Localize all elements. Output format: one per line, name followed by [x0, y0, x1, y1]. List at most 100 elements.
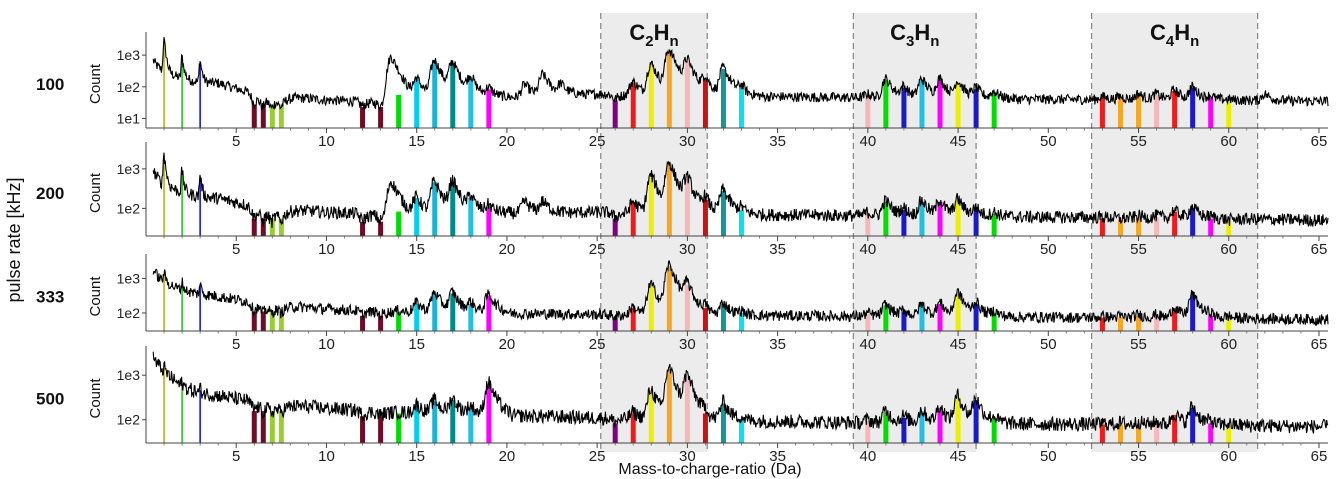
peak-bar-200-6 [251, 218, 257, 236]
x-tick-label: 45 [950, 448, 967, 465]
peak-bar-200-32 [720, 190, 726, 236]
peak-bar-500-12 [360, 416, 366, 443]
peak-bar-500-1 [163, 369, 165, 443]
x-tick-label: 5 [232, 448, 240, 465]
peak-bar-100-56 [1154, 94, 1160, 128]
peak-bar-100-12 [360, 107, 366, 128]
peak-bar-200-14 [396, 211, 402, 236]
x-tick-label: 20 [499, 336, 516, 353]
x-tick-label: 65 [1311, 336, 1328, 353]
peak-bar-200-18 [468, 197, 474, 236]
pulse-rate-label-100: 100 [36, 75, 64, 94]
peak-bar-100-42 [901, 87, 907, 128]
x-tick-label: 45 [950, 241, 967, 258]
x-tick-label: 25 [589, 133, 606, 150]
peak-bar-500-32 [720, 403, 726, 443]
x-tick-label: 55 [1130, 336, 1147, 353]
peak-bar-500-6.5 [260, 411, 266, 443]
peak-bar-333-2 [181, 283, 183, 331]
peak-bar-333-43 [919, 305, 925, 331]
peak-bar-100-19 [486, 89, 492, 128]
peak-bar-200-28 [648, 176, 654, 236]
peak-bar-333-40 [865, 314, 871, 331]
peak-bar-333-18 [468, 303, 474, 331]
peak-bar-333-3 [199, 285, 201, 331]
x-tick-label: 40 [859, 241, 876, 258]
peak-bar-200-31 [702, 199, 708, 236]
peak-bar-500-53 [1099, 424, 1105, 443]
peak-bar-500-40 [865, 421, 871, 443]
peak-bar-333-29 [666, 265, 672, 331]
x-tick-label: 15 [408, 336, 425, 353]
peak-bar-100-40 [865, 94, 871, 128]
peak-bar-500-45 [955, 397, 961, 443]
x-tick-label: 25 [589, 336, 606, 353]
peak-bar-333-45 [955, 293, 961, 331]
x-tick-label: 40 [859, 133, 876, 150]
peak-bar-100-29 [666, 50, 672, 128]
peak-bar-100-46 [973, 89, 979, 128]
x-tick-label: 55 [1130, 448, 1147, 465]
peak-bar-200-13 [378, 221, 384, 236]
peak-bar-100-7 [269, 104, 275, 128]
x-tick-label: 60 [1220, 241, 1237, 258]
peak-bar-100-27 [630, 82, 636, 128]
x-tick-label: 40 [859, 448, 876, 465]
count-axis-label: Count [87, 276, 104, 317]
peak-bar-500-28 [648, 390, 654, 443]
x-tick-label: 15 [408, 448, 425, 465]
peak-bar-500-13 [378, 416, 384, 443]
x-tick-label: 45 [950, 336, 967, 353]
x-tick-label: 65 [1311, 133, 1328, 150]
peak-bar-333-41 [883, 305, 889, 331]
peak-bar-100-7.5 [278, 104, 284, 128]
peak-bar-100-26 [612, 100, 618, 128]
peak-bar-200-29 [666, 163, 672, 236]
peak-bar-500-7 [269, 411, 275, 443]
group-label-3: C4Hn [1150, 20, 1199, 50]
y-tick-label: 1e2 [117, 412, 141, 428]
peak-bar-200-58 [1190, 208, 1196, 236]
peak-bar-500-27 [630, 413, 636, 443]
peak-bar-333-7 [269, 311, 275, 331]
count-axis-label: Count [87, 63, 104, 104]
peak-bar-333-28 [648, 285, 654, 331]
peak-bar-500-29 [666, 369, 672, 443]
x-tick-label: 40 [859, 336, 876, 353]
peak-bar-100-47 [991, 92, 997, 128]
peak-bar-100-18 [468, 78, 474, 128]
peak-bar-500-46 [973, 400, 979, 443]
peak-bar-200-54 [1117, 220, 1123, 236]
peak-bar-333-31 [702, 308, 708, 331]
y-tick-label: 1e3 [117, 367, 141, 383]
peak-bar-333-13 [378, 315, 384, 331]
x-tick-label: 10 [318, 241, 335, 258]
x-tick-label: 50 [1040, 336, 1057, 353]
x-tick-label: 35 [769, 133, 786, 150]
group-label-2: C3Hn [890, 20, 939, 50]
peak-bar-500-55 [1136, 423, 1142, 443]
peak-bar-500-47 [991, 419, 997, 443]
x-tick-label: 60 [1220, 133, 1237, 150]
peak-bar-333-6 [251, 311, 257, 331]
peak-bar-200-27 [630, 202, 636, 236]
peak-bar-200-55 [1136, 217, 1142, 236]
x-tick-label: 55 [1130, 241, 1147, 258]
panel-500: 5 10 15 20 25 30 35 40 45 50 55 60 65 1e2 1e3 Count 500 [36, 346, 1329, 465]
x-tick-label: 30 [679, 133, 696, 150]
peak-bar-100-53 [1099, 97, 1105, 128]
peak-bar-500-42 [901, 417, 907, 443]
peak-bar-100-2 [181, 57, 183, 128]
count-axis-label: Count [87, 378, 104, 419]
x-tick-label: 55 [1130, 133, 1147, 150]
peak-bar-100-6.5 [260, 104, 266, 128]
peak-bar-200-59 [1208, 218, 1214, 236]
peak-bar-333-59 [1208, 315, 1214, 331]
peak-bar-100-54 [1117, 97, 1123, 128]
peak-bar-200-19 [486, 206, 492, 236]
peak-bar-500-26 [612, 423, 618, 443]
peak-bar-100-13 [378, 107, 384, 128]
peak-bar-500-54 [1117, 424, 1123, 443]
spectrum-line-200 [152, 152, 1329, 228]
